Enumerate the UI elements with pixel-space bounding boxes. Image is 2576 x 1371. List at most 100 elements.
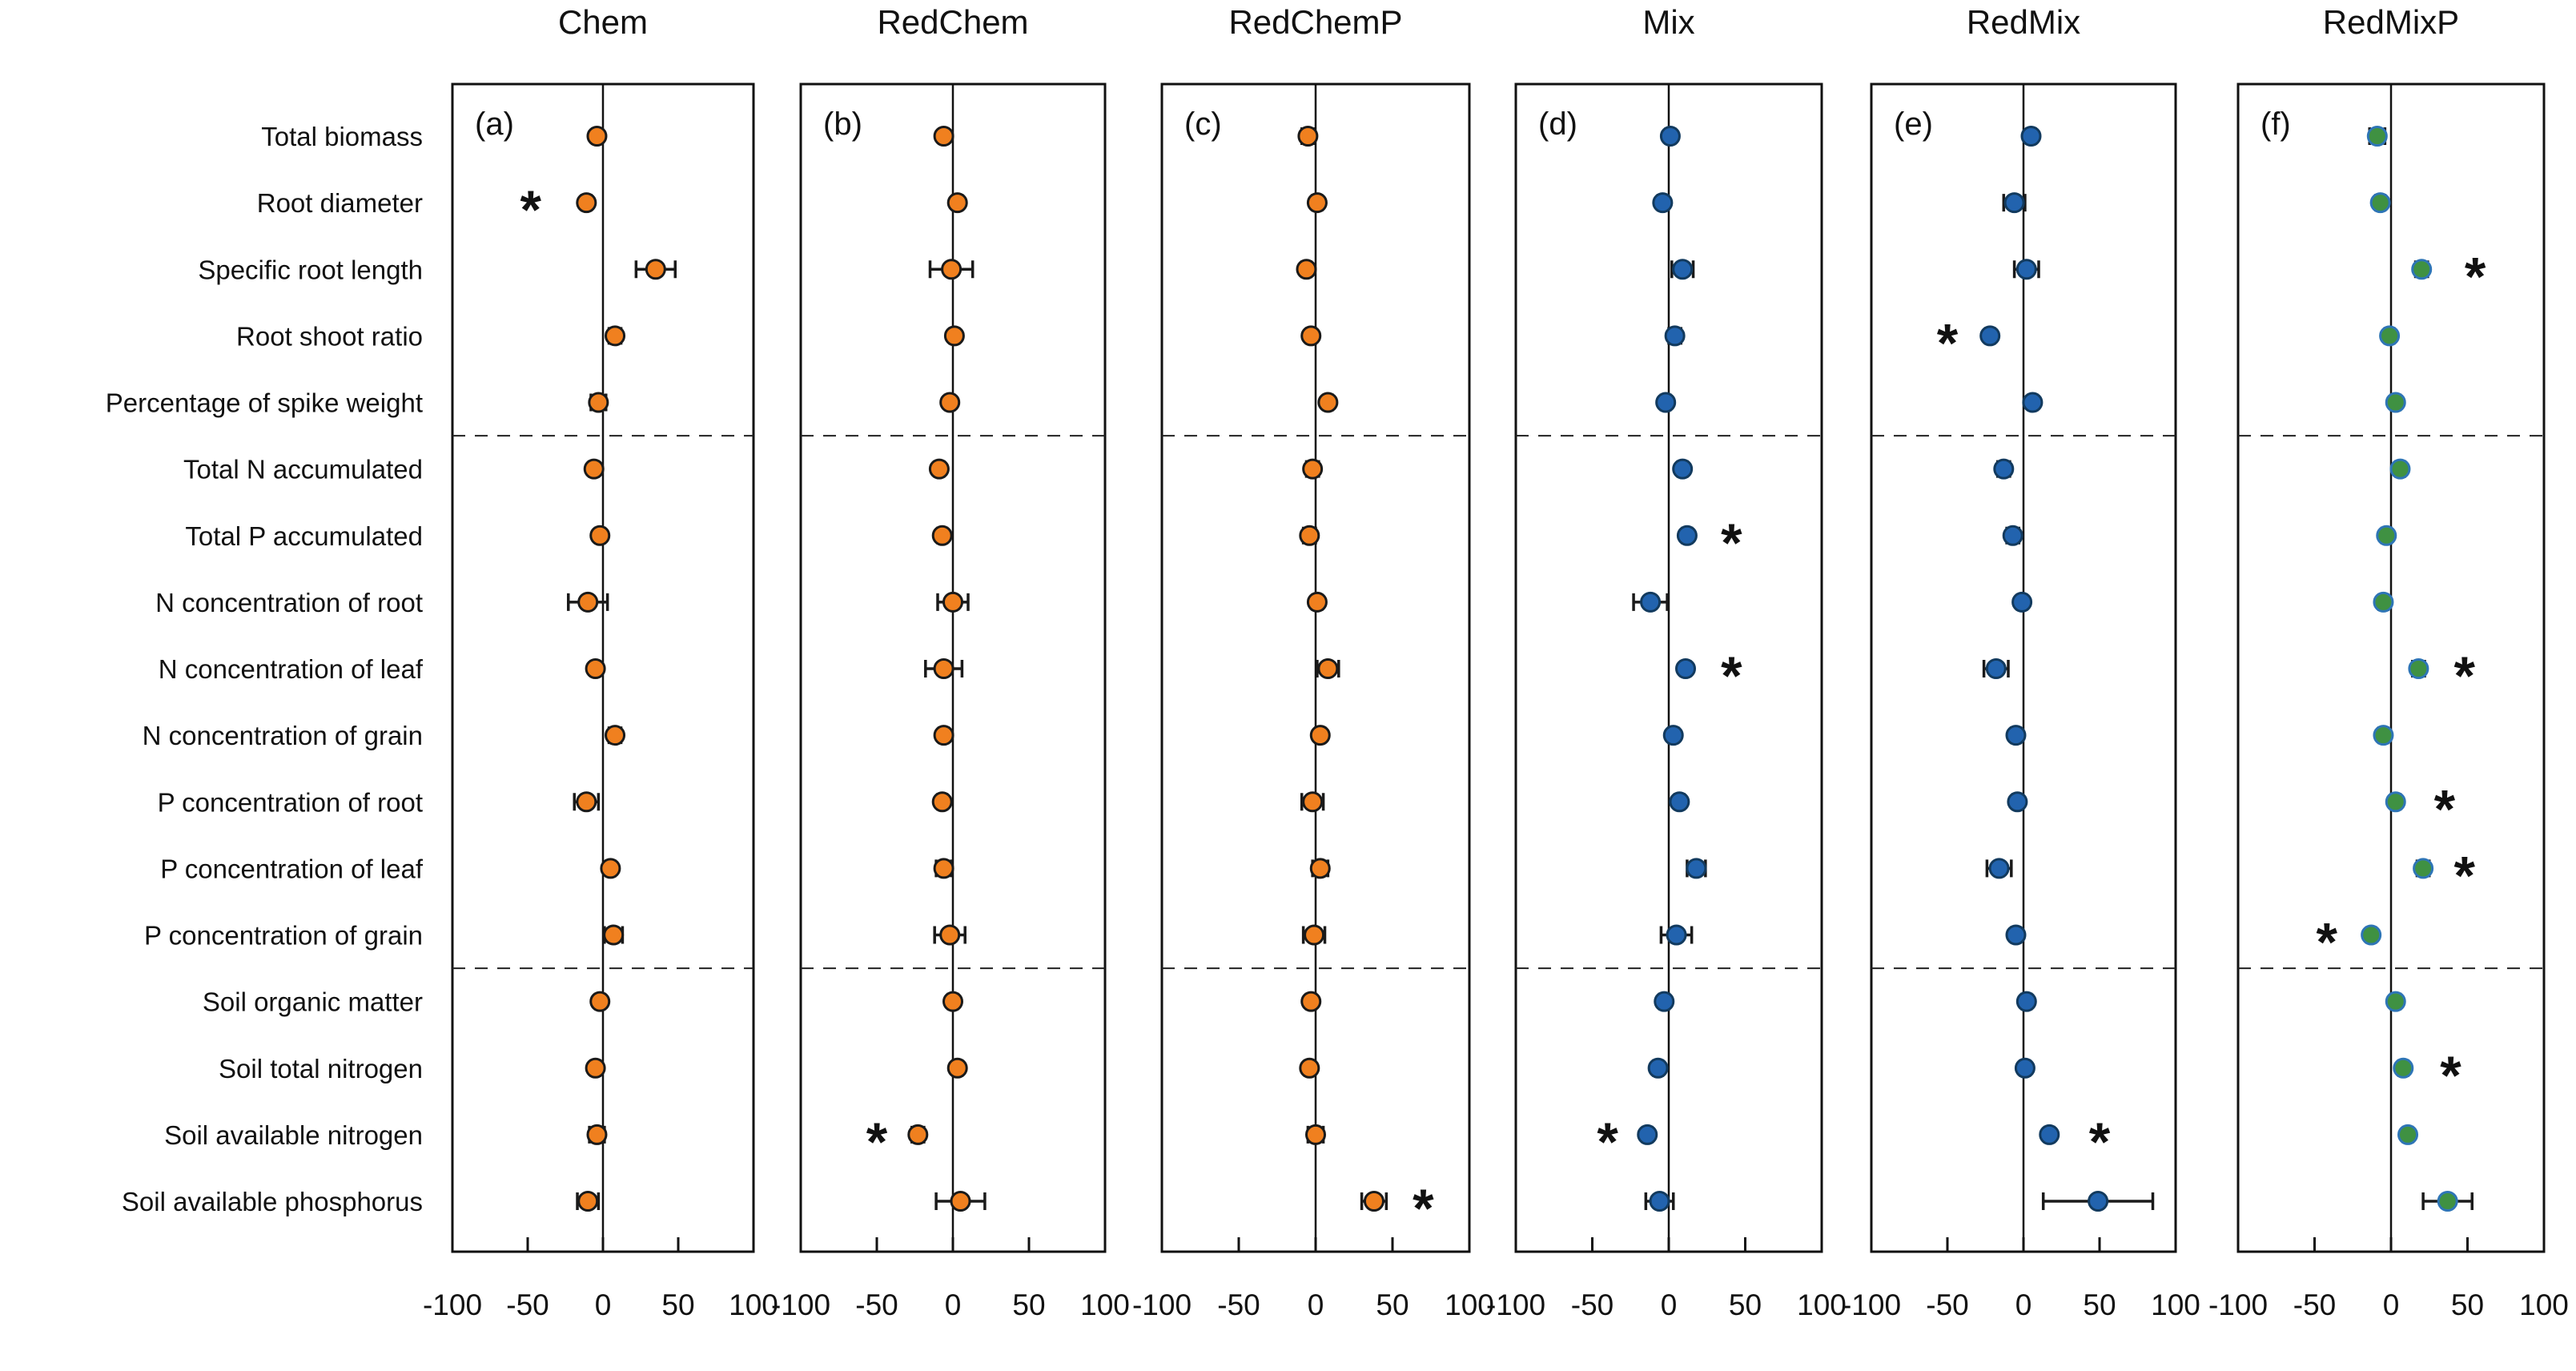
data-point-marker — [2376, 525, 2397, 546]
y-category-label: Total biomass — [261, 122, 423, 151]
data-point-marker — [1299, 1057, 1320, 1079]
data-point-marker — [1655, 392, 1677, 413]
x-tick-label: 100 — [1445, 1289, 1494, 1321]
x-tick-label: -50 — [506, 1289, 549, 1321]
significance-asterisk: * — [1413, 1178, 1434, 1239]
data-point-marker — [1672, 259, 1694, 280]
data-point-marker — [605, 325, 626, 347]
significance-asterisk: * — [1721, 645, 1742, 706]
x-tick-label: 50 — [1376, 1289, 1409, 1321]
data-point-marker — [585, 1057, 606, 1079]
panel-title: RedChemP — [1228, 3, 1402, 41]
data-point-marker — [2366, 126, 2388, 147]
data-point-marker — [1664, 325, 1686, 347]
significance-asterisk: * — [2453, 645, 2475, 706]
significance-asterisk: * — [2434, 778, 2456, 839]
data-point-marker — [2385, 991, 2406, 1012]
data-point-marker — [933, 725, 954, 746]
data-point-marker — [2389, 458, 2411, 480]
data-point-marker — [1647, 1057, 1669, 1079]
panel-letter: (e) — [1894, 107, 1933, 142]
data-point-marker — [2411, 259, 2433, 280]
data-point-marker — [576, 791, 597, 813]
y-category-label: Soil available nitrogen — [164, 1120, 423, 1150]
x-tick-label: 0 — [1308, 1289, 1324, 1321]
data-point-marker — [942, 591, 963, 613]
data-point-marker — [2007, 791, 2028, 813]
x-tick-label: 100 — [729, 1289, 778, 1321]
panel-letter: (d) — [1538, 107, 1577, 142]
panel-letter: (a) — [475, 107, 514, 142]
x-tick-label: 50 — [661, 1289, 694, 1321]
panel-title: RedMix — [1967, 3, 2080, 41]
significance-asterisk: * — [866, 1112, 888, 1172]
data-point-marker — [1300, 325, 1322, 347]
data-point-marker — [1659, 126, 1681, 147]
x-tick-label: 0 — [2383, 1289, 2400, 1321]
data-point-marker — [605, 725, 626, 746]
data-point-marker — [1985, 658, 2007, 679]
data-point-marker — [933, 658, 954, 679]
data-point-marker — [2408, 658, 2429, 679]
data-point-marker — [907, 1124, 929, 1145]
x-tick-label: -50 — [1571, 1289, 1614, 1321]
x-tick-label: 0 — [595, 1289, 612, 1321]
data-point-marker — [1296, 259, 1317, 280]
y-category-label: P concentration of leaf — [160, 854, 424, 883]
y-category-label: Soil total nitrogen — [219, 1054, 423, 1084]
data-point-marker — [577, 591, 599, 613]
data-point-marker — [1662, 725, 1684, 746]
data-point-marker — [588, 392, 609, 413]
data-point-marker — [2039, 1124, 2060, 1145]
data-point-marker — [931, 525, 953, 546]
significance-asterisk: * — [2089, 1112, 2111, 1172]
data-point-marker — [1299, 525, 1320, 546]
data-point-marker — [1309, 858, 1331, 879]
x-tick-label: -50 — [1926, 1289, 1968, 1321]
data-point-marker — [577, 1191, 599, 1212]
x-tick-label: -100 — [2208, 1289, 2268, 1321]
data-point-marker — [1676, 525, 1698, 546]
data-point-marker — [946, 1057, 968, 1079]
data-point-marker — [1654, 991, 1675, 1012]
data-point-marker — [2373, 725, 2394, 746]
y-category-label: Soil available phosphorus — [122, 1187, 423, 1216]
y-category-label: N concentration of leaf — [159, 654, 424, 684]
x-tick-label: -100 — [1842, 1289, 1901, 1321]
data-point-marker — [933, 126, 954, 147]
data-point-marker — [1317, 392, 1339, 413]
data-point-marker — [1304, 924, 1325, 946]
data-point-marker — [1672, 458, 1694, 480]
data-point-marker — [1640, 591, 1662, 613]
data-point-marker — [2088, 1191, 2109, 1212]
data-point-marker — [1675, 658, 1697, 679]
x-tick-label: 50 — [2451, 1289, 2484, 1321]
data-point-marker — [2437, 1191, 2458, 1212]
data-point-marker — [1649, 1191, 1670, 1212]
data-point-marker — [2413, 858, 2434, 879]
data-point-marker — [2361, 924, 2382, 946]
significance-asterisk: * — [1597, 1112, 1618, 1172]
x-tick-label: -100 — [1132, 1289, 1192, 1321]
x-tick-label: -100 — [1486, 1289, 1545, 1321]
data-point-marker — [2003, 192, 2025, 214]
data-point-marker — [589, 991, 611, 1012]
data-point-marker — [1993, 458, 2015, 480]
data-point-marker — [939, 392, 961, 413]
data-point-marker — [586, 126, 608, 147]
panel-title: Mix — [1642, 3, 1694, 41]
data-point-marker — [2373, 591, 2394, 613]
significance-asterisk: * — [2453, 845, 2475, 906]
data-point-marker — [1300, 991, 1322, 1012]
data-point-marker — [1305, 1124, 1326, 1145]
data-point-marker — [2005, 725, 2027, 746]
x-tick-label: -100 — [423, 1289, 482, 1321]
data-point-marker — [931, 791, 953, 813]
data-point-marker — [576, 192, 597, 214]
panel-title: RedChem — [877, 3, 1028, 41]
data-point-marker — [586, 1124, 608, 1145]
data-point-marker — [2014, 1057, 2035, 1079]
data-point-marker — [583, 458, 605, 480]
data-point-marker — [1686, 858, 1707, 879]
significance-asterisk: * — [2317, 912, 2338, 973]
